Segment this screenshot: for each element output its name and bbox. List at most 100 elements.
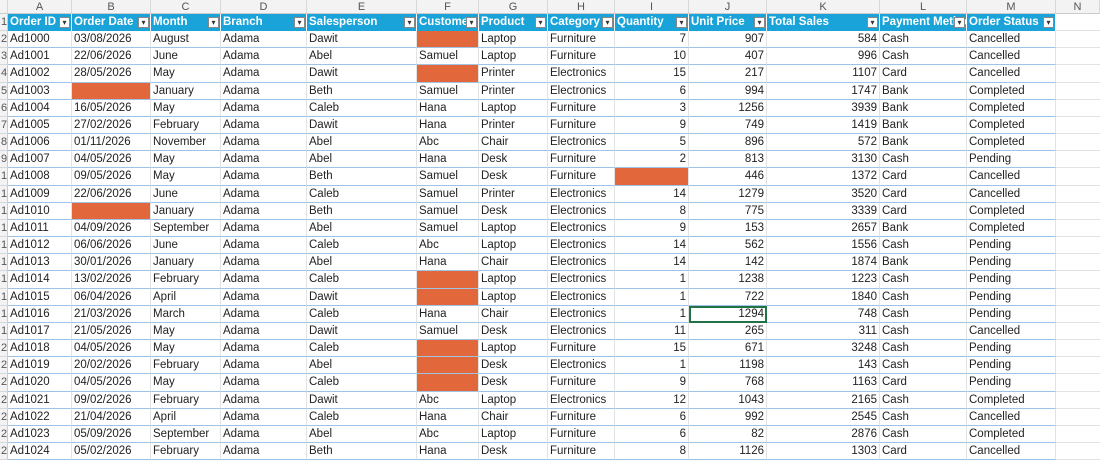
cell[interactable]: 1107 [767,65,880,83]
cell[interactable]: Laptop [479,425,548,443]
cell[interactable]: Laptop [479,31,548,49]
cell[interactable]: Bank [880,116,967,135]
cell[interactable]: Cash [880,305,967,323]
cell[interactable]: 28/05/2026 [72,65,151,83]
cell[interactable]: Beth [307,82,417,100]
cell[interactable]: September [151,425,221,443]
cell[interactable]: Adama [221,340,307,358]
cell[interactable]: 896 [689,134,767,152]
filter-button[interactable]: ▾ [138,17,149,28]
empty-cell[interactable] [417,65,479,83]
filter-button[interactable]: ▾ [954,17,965,28]
cell[interactable]: Electronics [548,65,615,83]
cell[interactable]: Abc [417,391,479,409]
cell[interactable]: 6 [615,82,689,100]
cell[interactable]: Adama [221,288,307,306]
cell[interactable]: 994 [689,82,767,100]
cell[interactable]: Caleb [307,185,417,203]
cell[interactable]: January [151,82,221,100]
cell[interactable]: Electronics [548,254,615,272]
cell[interactable]: Dawit [307,31,417,49]
cell[interactable]: February [151,271,221,289]
cell[interactable]: Electronics [548,219,615,238]
empty-cell[interactable] [417,374,479,392]
cell[interactable]: Cash [880,357,967,375]
row-number[interactable]: 11 [0,185,8,203]
cell[interactable]: Ad1009 [8,185,72,203]
cell[interactable]: Caleb [307,408,417,426]
cell[interactable]: Dawit [307,322,417,341]
row-number[interactable]: 21 [0,357,8,375]
cell[interactable]: Electronics [548,82,615,100]
cell[interactable]: 1372 [767,168,880,186]
cell[interactable]: Ad1015 [8,288,72,306]
filter-button[interactable]: ▾ [208,17,219,28]
cell[interactable]: 1256 [689,99,767,117]
cell[interactable]: Cash [880,271,967,289]
cell[interactable]: Cash [880,425,967,443]
empty-cell[interactable] [417,288,479,306]
cell[interactable]: Furniture [548,48,615,66]
cell[interactable]: 5 [615,134,689,152]
column-letter[interactable]: G [479,0,548,14]
cell[interactable]: 15 [615,65,689,83]
cell[interactable]: Adama [221,116,307,135]
cell[interactable]: Printer [479,82,548,100]
cell[interactable]: 3520 [767,185,880,203]
cell[interactable]: Samuel [417,82,479,100]
cell[interactable]: Adama [221,425,307,443]
cell[interactable]: 1 [615,305,689,323]
cell[interactable]: 2657 [767,219,880,238]
cell[interactable]: 2876 [767,425,880,443]
cell[interactable]: Furniture [548,408,615,426]
cell[interactable]: Electronics [548,271,615,289]
row-number[interactable]: 19 [0,322,8,341]
cell[interactable]: Furniture [548,116,615,135]
cell[interactable]: Laptop [479,99,548,117]
row-number[interactable]: 18 [0,305,8,323]
cell[interactable]: Laptop [479,391,548,409]
empty-cell[interactable] [72,82,151,100]
cell[interactable]: Adama [221,237,307,255]
cell[interactable]: June [151,237,221,255]
cell[interactable]: February [151,116,221,135]
cell[interactable]: Chair [479,305,548,323]
cell[interactable]: June [151,48,221,66]
row-number[interactable]: 8 [0,134,8,152]
cell[interactable]: Pending [967,237,1056,255]
cell[interactable]: Bank [880,82,967,100]
cell[interactable]: Pending [967,254,1056,272]
cell[interactable]: 748 [767,305,880,323]
cell[interactable]: Card [880,202,967,220]
row-number[interactable]: 25 [0,425,8,443]
row-number[interactable]: 16 [0,271,8,289]
cell[interactable]: Adama [221,82,307,100]
cell[interactable]: Ad1018 [8,340,72,358]
cell[interactable]: 775 [689,202,767,220]
cell[interactable]: Cancelled [967,48,1056,66]
cell[interactable]: Electronics [548,237,615,255]
cell[interactable]: Abel [307,254,417,272]
row-number[interactable]: 6 [0,99,8,117]
cell[interactable]: 04/05/2026 [72,374,151,392]
column-letter[interactable]: A [8,0,72,14]
cell[interactable]: 09/05/2026 [72,168,151,186]
filter-button[interactable]: ▾ [535,17,546,28]
cell[interactable]: 265 [689,322,767,341]
cell[interactable]: Adama [221,99,307,117]
cell[interactable]: Abel [307,134,417,152]
cell[interactable]: Hana [417,151,479,169]
cell[interactable]: 8 [615,443,689,460]
cell[interactable]: Ad1011 [8,219,72,238]
cell[interactable]: Cancelled [967,408,1056,426]
cell[interactable]: Laptop [479,237,548,255]
cell[interactable]: Completed [967,219,1056,238]
cell[interactable]: Adama [221,322,307,341]
cell[interactable]: Desk [479,168,548,186]
cell[interactable]: Laptop [479,271,548,289]
row-number[interactable]: 22 [0,374,8,392]
cell[interactable]: Furniture [548,168,615,186]
cell[interactable]: Electronics [548,357,615,375]
cell[interactable]: Printer [479,116,548,135]
column-letter[interactable]: F [417,0,479,14]
